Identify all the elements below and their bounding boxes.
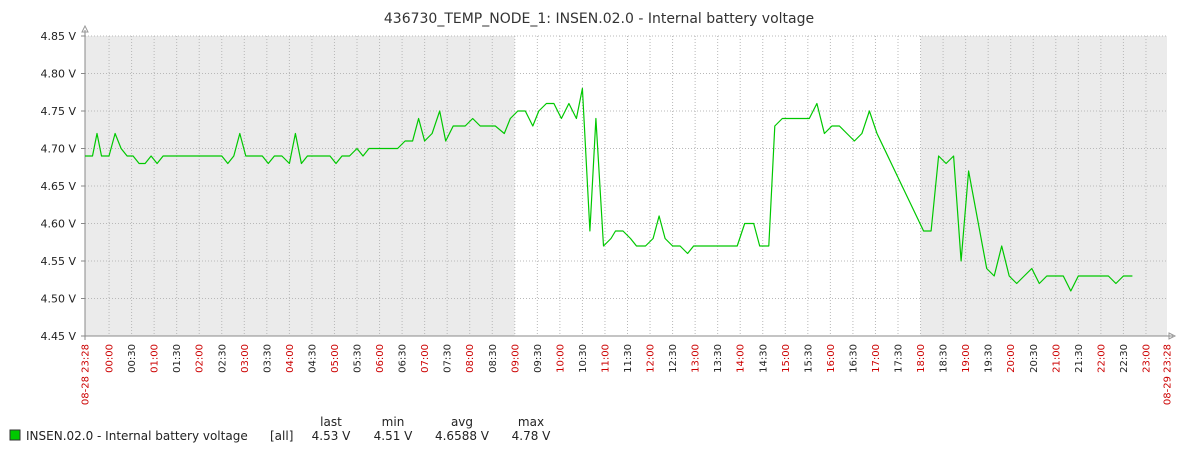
legend-header-max: max bbox=[518, 415, 544, 429]
x-tick-label: 03:30 bbox=[262, 344, 273, 373]
night-shade-before bbox=[85, 36, 515, 336]
x-tick-label: 00:00 bbox=[105, 344, 116, 373]
x-tick-label: 13:30 bbox=[713, 344, 724, 373]
x-tick-label: 22:00 bbox=[1096, 344, 1107, 373]
x-tick-label: 18:30 bbox=[939, 344, 950, 373]
legend-value-last: 4.53 V bbox=[312, 429, 352, 443]
x-end-label: 08-29 23:28 bbox=[1163, 344, 1174, 405]
x-tick-label: 21:30 bbox=[1074, 344, 1085, 373]
x-tick-label: 16:00 bbox=[826, 344, 837, 373]
x-tick-label: 23:00 bbox=[1141, 344, 1152, 373]
x-tick-label: 17:00 bbox=[871, 344, 882, 373]
x-tick-label: 15:30 bbox=[803, 344, 814, 373]
x-tick-label: 19:30 bbox=[984, 344, 995, 373]
y-axis-ticks: 4.45 V 4.50 V 4.55 V 4.60 V 4.65 V 4.70 V 4.75… bbox=[40, 30, 76, 343]
x-tick-label: 14:30 bbox=[758, 344, 769, 373]
x-tick-label: 13:00 bbox=[691, 344, 702, 373]
x-tick-label: 20:00 bbox=[1006, 344, 1017, 373]
x-tick-label: 11:00 bbox=[600, 344, 611, 373]
x-tick-label: 05:00 bbox=[330, 344, 341, 373]
x-tick-label: 10:30 bbox=[578, 344, 589, 373]
legend-value-avg: 4.6588 V bbox=[435, 429, 490, 443]
legend-value-max: 4.78 V bbox=[512, 429, 552, 443]
x-tick-label: 15:00 bbox=[781, 344, 792, 373]
x-tick-label: 21:00 bbox=[1051, 344, 1062, 373]
x-tick-label: 18:00 bbox=[916, 344, 927, 373]
y-tick-label: 4.70 V bbox=[40, 143, 76, 156]
y-tick-label: 4.60 V bbox=[40, 218, 76, 231]
y-tick-label: 4.75 V bbox=[40, 105, 76, 118]
x-tick-label: 12:00 bbox=[646, 344, 657, 373]
x-tick-label: 09:30 bbox=[533, 344, 544, 373]
x-tick-label: 11:30 bbox=[623, 344, 634, 373]
x-tick-label: 08:30 bbox=[488, 344, 499, 373]
y-axis-arrow bbox=[81, 24, 89, 33]
x-tick-label: 17:30 bbox=[894, 344, 905, 373]
x-tick-label: 07:00 bbox=[420, 344, 431, 373]
x-tick-label: 04:00 bbox=[285, 344, 296, 373]
legend: last min avg max INSEN.02.0 - Internal b… bbox=[9, 415, 552, 443]
legend-value-min: 4.51 V bbox=[374, 429, 414, 443]
x-tick-label: 01:00 bbox=[150, 344, 161, 373]
y-tick-label: 4.55 V bbox=[40, 255, 76, 268]
series-line-battery-voltage bbox=[85, 87, 1133, 292]
x-tick-label: 10:00 bbox=[555, 344, 566, 373]
y-tick-label: 4.85 V bbox=[40, 30, 76, 43]
x-tick-label: 06:30 bbox=[398, 344, 409, 373]
x-tick-label: 07:30 bbox=[443, 344, 454, 373]
x-tick-label: 02:30 bbox=[217, 344, 228, 373]
x-tick-label: 20:30 bbox=[1029, 344, 1040, 373]
grid-lines bbox=[85, 35, 1167, 337]
legend-series-label: INSEN.02.0 - Internal battery voltage bbox=[26, 429, 248, 443]
x-tick-label: 02:00 bbox=[195, 344, 206, 373]
x-tick-label: 08:00 bbox=[465, 344, 476, 373]
x-tick-label: 04:30 bbox=[307, 344, 318, 373]
x-tick-label: 00:30 bbox=[127, 344, 138, 373]
legend-header-last: last bbox=[320, 415, 342, 429]
x-tick-label: 19:00 bbox=[961, 344, 972, 373]
x-tick-label: 05:30 bbox=[353, 344, 364, 373]
x-axis-ticks: 00:00 00:30 01:00 01:30 02:00 02:30 03:00 03:30… bbox=[81, 344, 1174, 405]
x-axis-arrow bbox=[1168, 332, 1177, 340]
x-tick-label: 22:30 bbox=[1119, 344, 1130, 373]
y-tick-label: 4.65 V bbox=[40, 180, 76, 193]
chart-title: 436730_TEMP_NODE_1: INSEN.02.0 - Interna… bbox=[384, 11, 814, 27]
y-tick-label: 4.80 V bbox=[40, 68, 76, 81]
x-tick-label: 06:00 bbox=[375, 344, 386, 373]
legend-header-min: min bbox=[382, 415, 405, 429]
axes bbox=[81, 24, 1177, 340]
legend-header-avg: avg bbox=[451, 415, 473, 429]
series-layer bbox=[85, 87, 1133, 292]
night-shade-after bbox=[920, 36, 1167, 336]
x-tick-label: 14:00 bbox=[736, 344, 747, 373]
legend-scope: [all] bbox=[270, 429, 293, 443]
y-tick-label: 4.50 V bbox=[40, 293, 76, 306]
x-tick-label: 03:00 bbox=[240, 344, 251, 373]
x-tick-label: 01:30 bbox=[172, 344, 183, 373]
x-tick-label: 09:00 bbox=[510, 344, 521, 373]
legend-color-swatch bbox=[9, 429, 21, 441]
y-tick-label: 4.45 V bbox=[40, 330, 76, 343]
x-tick-label: 16:30 bbox=[848, 344, 859, 373]
x-start-label: 08-28 23:28 bbox=[81, 344, 92, 405]
x-tick-label: 12:30 bbox=[668, 344, 679, 373]
